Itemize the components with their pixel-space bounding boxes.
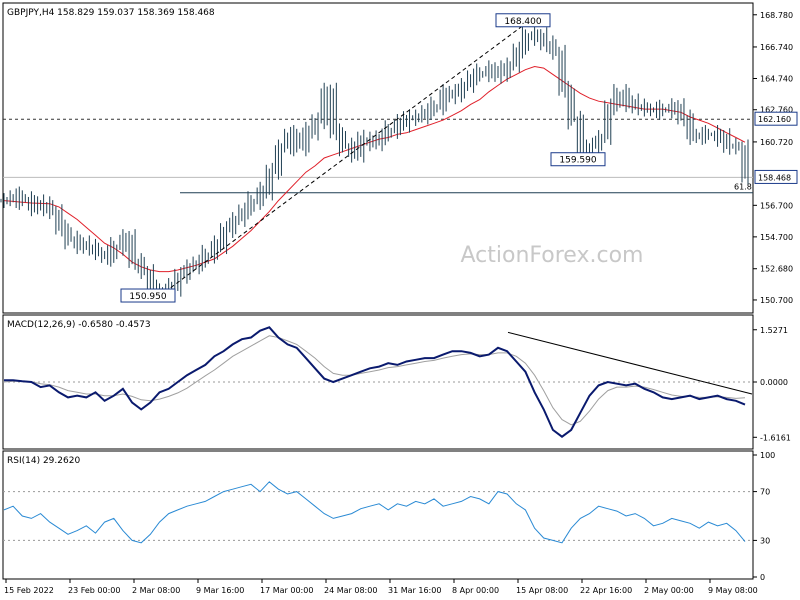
fib-level-label: 61.8 [734, 183, 752, 192]
rsi-y-tick-label: 70 [760, 488, 770, 497]
svg-text:159.590: 159.590 [559, 156, 596, 166]
macd-signal-line [3, 335, 746, 426]
rsi-y-tick-label: 100 [760, 451, 775, 460]
main-y-tick-label: 164.740 [760, 75, 793, 84]
macd-y-tick-label: -1.6161 [760, 433, 791, 442]
current-price-label: 158.468 [754, 169, 798, 184]
main-panel-frame [2, 2, 754, 314]
main-y-tick-label: 152.680 [760, 265, 793, 274]
rsi-y-tick-label: 30 [760, 536, 770, 545]
main-y-tick-label: 150.700 [760, 296, 793, 305]
rsi-line [3, 481, 746, 544]
x-tick-label: 31 Mar 16:00 [388, 586, 441, 595]
main-y-tick-label: 168.780 [760, 11, 793, 20]
main-y-tick-label: 166.740 [760, 43, 793, 52]
macd-trendline [507, 331, 753, 395]
resistance-label: 162.160 [754, 111, 798, 126]
x-tick-label: 8 Apr 00:00 [452, 586, 499, 595]
x-tick-label: 2 Mar 08:00 [132, 586, 180, 595]
price-bars [0, 25, 749, 302]
svg-text:162.160: 162.160 [758, 115, 791, 124]
x-tick-label: 23 Feb 00:00 [68, 586, 120, 595]
rsi-y-tick-label: 0 [760, 573, 765, 582]
main-y-tick-label: 162.760 [760, 106, 793, 115]
macd-y-tick-label: 0.0000 [760, 378, 788, 387]
x-tick-label: 22 Apr 16:00 [580, 586, 632, 595]
watermark: ActionForex.com [461, 243, 644, 268]
price-annotation: 159.590 [550, 152, 606, 167]
x-tick-label: 15 Apr 08:00 [516, 586, 568, 595]
x-tick-label: 9 Mar 16:00 [196, 586, 244, 595]
price-annotation: 150.950 [120, 288, 176, 303]
macd-y-tick-label: 1.5271 [760, 326, 788, 335]
svg-text:150.950: 150.950 [129, 292, 166, 302]
svg-text:158.468: 158.468 [758, 173, 791, 182]
main-panel-header: GBPJPY,H4 158.829 159.037 158.369 158.46… [7, 8, 215, 18]
moving-average-line [3, 65, 746, 273]
svg-text:168.400: 168.400 [504, 17, 541, 27]
main-y-tick-label: 160.720 [760, 138, 793, 147]
rsi-panel-frame [2, 450, 754, 580]
macd-panel-header: MACD(12,26,9) -0.6580 -0.4573 [7, 320, 151, 330]
x-tick-label: 2 May 00:00 [644, 586, 694, 595]
price-annotation: 168.400 [495, 13, 551, 28]
x-tick-label: 17 Mar 00:00 [260, 586, 313, 595]
x-tick-label: 9 May 08:00 [708, 586, 758, 595]
x-tick-label: 24 Mar 08:00 [324, 586, 377, 595]
main-y-tick-label: 154.700 [760, 233, 793, 242]
x-tick-label: 15 Feb 2022 [4, 586, 54, 595]
macd-line [4, 326, 746, 438]
main-y-tick-label: 156.700 [760, 201, 793, 210]
rsi-panel-header: RSI(14) 29.2620 [7, 456, 80, 466]
